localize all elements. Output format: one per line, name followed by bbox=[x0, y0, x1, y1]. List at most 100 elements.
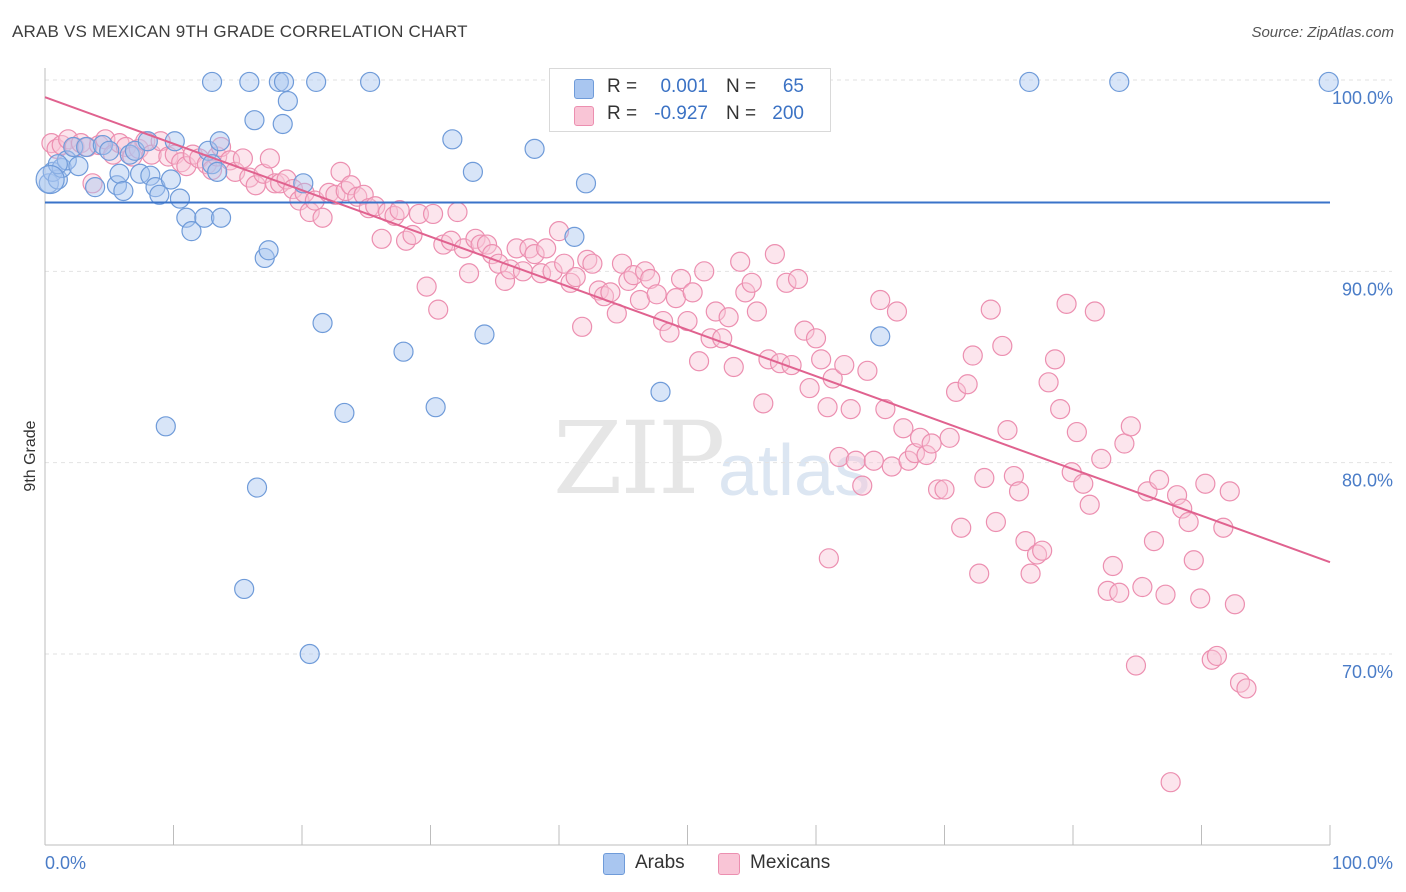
mexicans-point bbox=[1066, 421, 1087, 443]
mexicans-point bbox=[82, 173, 103, 194]
mexicans-point bbox=[1091, 448, 1112, 469]
mexicans-point bbox=[1206, 645, 1228, 667]
mexicans-point bbox=[870, 289, 891, 311]
mexicans-point bbox=[741, 272, 762, 293]
arabs-point bbox=[244, 110, 265, 131]
mexicans-point bbox=[458, 263, 480, 284]
mexicans-point bbox=[1229, 672, 1251, 693]
mexicans-point bbox=[688, 351, 710, 372]
mexicans-point bbox=[548, 221, 570, 242]
mexicans-point bbox=[962, 345, 983, 366]
mexicans-point bbox=[939, 427, 960, 448]
mexicans-point bbox=[259, 148, 280, 169]
mexicans-point bbox=[1160, 772, 1181, 793]
mexicans-point bbox=[232, 148, 253, 169]
arabs-points bbox=[35, 71, 1339, 665]
arabs-point bbox=[47, 169, 68, 190]
mexicans-point bbox=[852, 475, 873, 496]
mexicans-point bbox=[512, 261, 534, 282]
mexicans-trend-line bbox=[44, 96, 1331, 564]
mexicans-point bbox=[753, 393, 774, 414]
mexicans-point bbox=[1166, 485, 1188, 506]
mexicans-point bbox=[957, 374, 978, 395]
mexicans-point bbox=[746, 301, 767, 322]
arabs-point bbox=[239, 71, 260, 93]
mexicans-point bbox=[893, 418, 914, 439]
watermark-zip: ZIP bbox=[553, 400, 725, 517]
mexicans-point bbox=[945, 381, 967, 402]
stats-legend: R = 0.001 N = 65 R = -0.927 N = 200 bbox=[549, 68, 831, 132]
mexicans-point bbox=[1044, 349, 1066, 370]
mexicans-point bbox=[1143, 531, 1165, 552]
mexicans-point bbox=[805, 328, 827, 349]
arabs-point bbox=[277, 90, 298, 112]
y-tick-label: 80.0% bbox=[1342, 471, 1393, 491]
mexicans-point bbox=[1050, 398, 1071, 420]
mexicans-point bbox=[623, 265, 644, 286]
arabs-point bbox=[306, 71, 327, 93]
mexicans-point bbox=[1125, 655, 1147, 676]
mexicans-point bbox=[1195, 473, 1216, 494]
mexicans-point bbox=[428, 299, 449, 320]
legend-label: Mexicans bbox=[750, 852, 831, 873]
legend-r-value: 0.001 bbox=[660, 76, 708, 97]
trend-lines bbox=[44, 96, 1331, 564]
mexicans-point bbox=[1073, 473, 1094, 494]
mexicans-point bbox=[875, 398, 896, 420]
arabs-point bbox=[140, 165, 161, 186]
arabs-point bbox=[462, 161, 484, 182]
arabs-point bbox=[194, 207, 215, 228]
legend-n-value: 65 bbox=[782, 76, 804, 97]
arabs-point bbox=[564, 226, 585, 247]
mexicans-point bbox=[422, 203, 444, 225]
arabs-point bbox=[210, 207, 232, 228]
mexicans-point bbox=[646, 284, 667, 305]
arabs-point bbox=[99, 140, 120, 161]
x-tick-label: 100.0% bbox=[1332, 853, 1393, 873]
mexicans-point bbox=[974, 467, 995, 489]
mexicans-point bbox=[1190, 588, 1211, 609]
series-legend: Arabs Mexicans bbox=[0, 851, 1406, 877]
mexicans-point bbox=[985, 511, 1007, 533]
arabs-swatch bbox=[603, 853, 625, 875]
arabs-point bbox=[160, 169, 182, 190]
mexicans-point bbox=[799, 377, 820, 399]
mexicans-point bbox=[845, 450, 866, 471]
mexicans-point bbox=[330, 161, 351, 182]
mexicans-point bbox=[694, 261, 715, 282]
legend-label: Arabs bbox=[635, 852, 685, 873]
axes bbox=[44, 68, 1331, 846]
mexicans-point bbox=[565, 266, 586, 288]
arabs-point bbox=[68, 156, 89, 177]
y-tick-label: 70.0% bbox=[1342, 662, 1393, 682]
mexicans-point bbox=[582, 253, 603, 274]
mexicans-point bbox=[992, 335, 1013, 357]
mexicans-point bbox=[1084, 301, 1105, 322]
arabs-point bbox=[92, 134, 113, 156]
mexicans-point bbox=[829, 446, 850, 468]
mexicans-point bbox=[416, 276, 437, 297]
mexicans-point bbox=[934, 479, 955, 500]
mexicans-point bbox=[1114, 433, 1135, 454]
mexicans-point bbox=[857, 360, 878, 381]
mexicans-point bbox=[705, 301, 726, 322]
mexicans-point bbox=[794, 320, 815, 341]
arabs-point bbox=[524, 138, 545, 159]
watermark-atlas: atlas bbox=[718, 431, 871, 511]
mexicans-point bbox=[980, 299, 1001, 320]
mexicans-point bbox=[447, 201, 468, 223]
mexicans-point bbox=[927, 479, 949, 500]
mexicans-point bbox=[1003, 465, 1024, 487]
tick-labels: 70.0% 80.0% 90.0% 100.0% 0.0% 100.0% 9th Grade bbox=[22, 88, 1393, 873]
mexicans-point bbox=[371, 228, 392, 249]
mexicans-point bbox=[1183, 550, 1204, 571]
mexicans-point bbox=[921, 433, 942, 454]
arabs-point bbox=[1109, 71, 1130, 93]
mexicans-point bbox=[1155, 584, 1176, 605]
mexicans-point bbox=[1079, 494, 1100, 515]
mexicans-point bbox=[817, 397, 838, 418]
arabs-swatch bbox=[574, 79, 594, 99]
arabs-point bbox=[149, 184, 170, 205]
mexicans-point bbox=[554, 253, 575, 274]
arabs-point bbox=[474, 324, 495, 345]
